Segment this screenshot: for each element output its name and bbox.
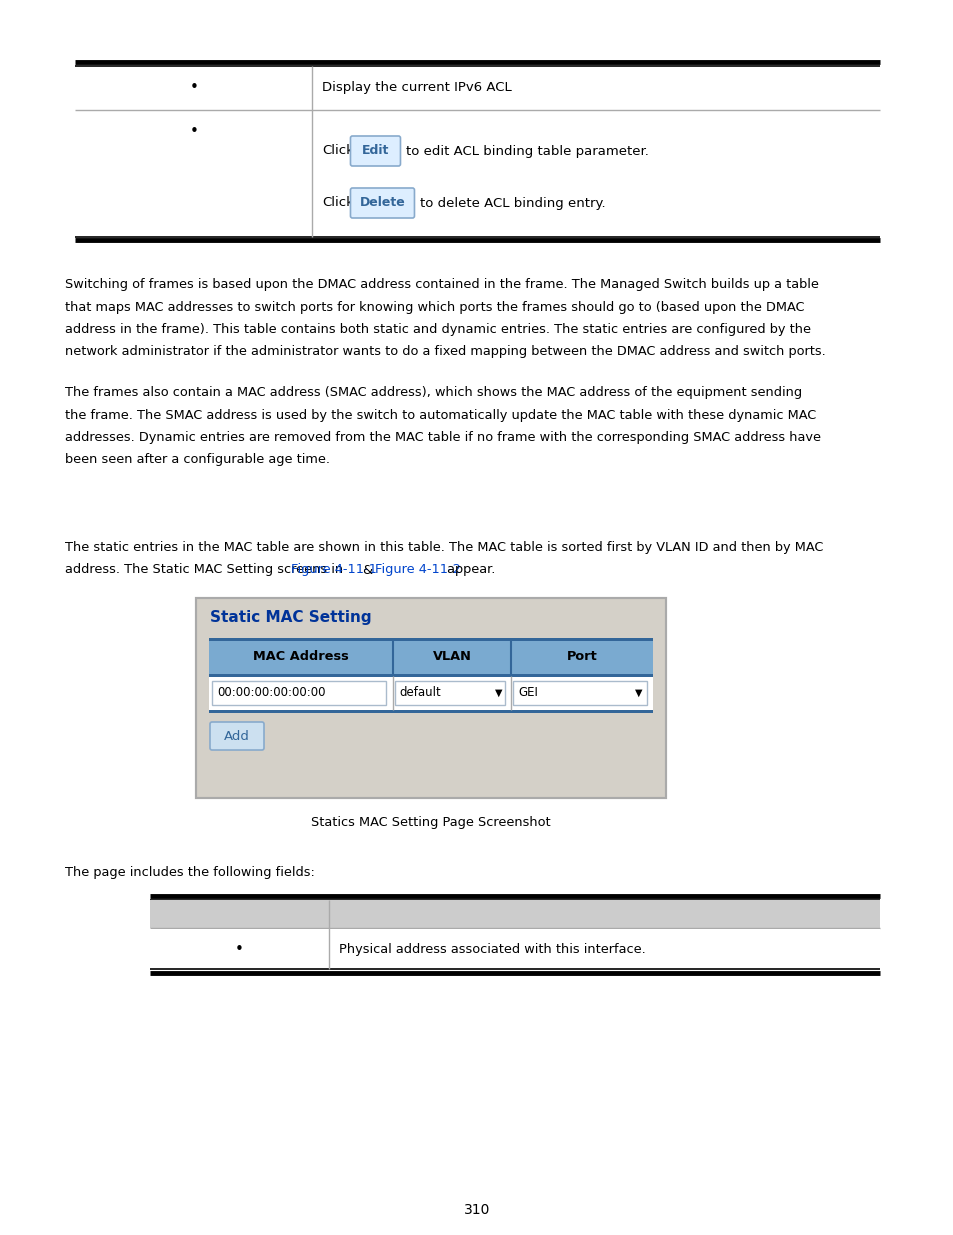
Bar [150, 900, 879, 927]
Text: 00:00:00:00:00:00: 00:00:00:00:00:00 [216, 687, 325, 699]
Bar [209, 676, 652, 710]
Text: that maps MAC addresses to switch ports for knowing which ports the frames shoul: that maps MAC addresses to switch ports … [65, 300, 803, 314]
Text: to delete ACL binding entry.: to delete ACL binding entry. [420, 196, 605, 210]
Text: to edit ACL binding table parameter.: to edit ACL binding table parameter. [406, 144, 649, 158]
Text: The page includes the following fields:: The page includes the following fields: [65, 866, 314, 879]
Text: ▼: ▼ [635, 688, 642, 698]
Bar [513, 680, 646, 705]
Text: •: • [189, 125, 198, 140]
Text: VLAN: VLAN [433, 651, 471, 663]
Text: GEI: GEI [517, 687, 537, 699]
Text: addresses. Dynamic entries are removed from the MAC table if no frame with the c: addresses. Dynamic entries are removed f… [65, 431, 821, 445]
Text: Add: Add [224, 730, 250, 742]
Text: Delete: Delete [359, 196, 405, 210]
Text: Edit: Edit [361, 144, 389, 158]
Text: address in the frame). This table contains both static and dynamic entries. The : address in the frame). This table contai… [65, 324, 810, 336]
FancyBboxPatch shape [210, 722, 264, 750]
Text: default: default [399, 687, 440, 699]
Bar [395, 680, 504, 705]
Text: The frames also contain a MAC address (SMAC address), which shows the MAC addres: The frames also contain a MAC address (S… [65, 387, 801, 399]
Text: Figure 4-11-1: Figure 4-11-1 [291, 563, 376, 577]
Text: been seen after a configurable age time.: been seen after a configurable age time. [65, 453, 330, 467]
Text: Figure 4-11-2: Figure 4-11-2 [375, 563, 460, 577]
Bar [212, 680, 386, 705]
Text: Static MAC Setting: Static MAC Setting [210, 610, 372, 625]
Bar [209, 710, 652, 713]
Bar [75, 110, 879, 240]
Text: &: & [358, 563, 376, 577]
Text: Port: Port [566, 651, 597, 663]
FancyBboxPatch shape [350, 188, 414, 219]
Bar [209, 638, 652, 641]
Text: appear.: appear. [442, 563, 495, 577]
Text: the frame. The SMAC address is used by the switch to automatically update the MA: the frame. The SMAC address is used by t… [65, 409, 816, 421]
Bar [195, 598, 665, 798]
Text: Statics MAC Setting Page Screenshot: Statics MAC Setting Page Screenshot [311, 816, 550, 829]
Text: Physical address associated with this interface.: Physical address associated with this in… [338, 942, 645, 956]
Bar [75, 65, 879, 110]
Text: Click: Click [322, 144, 354, 158]
Text: •: • [189, 80, 198, 95]
Text: Display the current IPv6 ACL: Display the current IPv6 ACL [322, 82, 512, 95]
Text: network administrator if the administrator wants to do a fixed mapping between t: network administrator if the administrat… [65, 346, 825, 358]
FancyBboxPatch shape [350, 136, 400, 165]
Bar [150, 929, 879, 969]
Text: Switching of frames is based upon the DMAC address contained in the frame. The M: Switching of frames is based upon the DM… [65, 278, 818, 291]
Text: The static entries in the MAC table are shown in this table. The MAC table is so: The static entries in the MAC table are … [65, 541, 822, 555]
Bar [209, 674, 652, 677]
Text: address. The Static MAC Setting screens in: address. The Static MAC Setting screens … [65, 563, 347, 577]
Text: Click: Click [322, 196, 354, 210]
Text: 310: 310 [463, 1203, 490, 1216]
Text: MAC Address: MAC Address [253, 651, 349, 663]
Bar [195, 598, 665, 798]
Text: ▼: ▼ [495, 688, 502, 698]
Text: •: • [234, 941, 244, 956]
Bar [209, 640, 652, 674]
